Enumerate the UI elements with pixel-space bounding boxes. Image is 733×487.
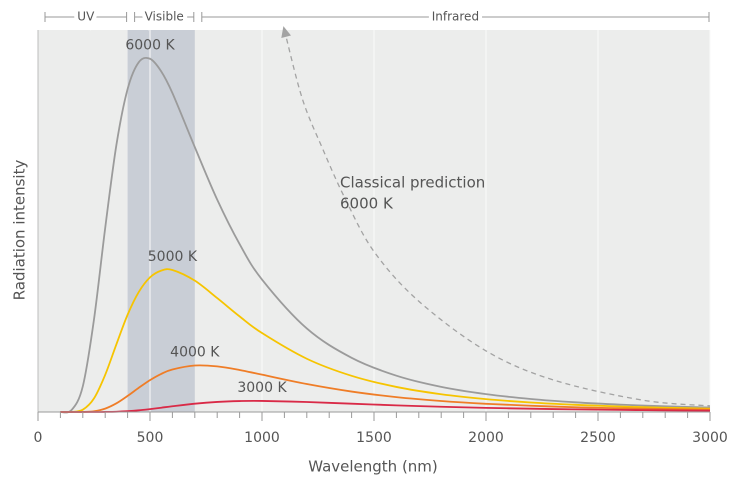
curve-labels: 6000 K 5000 K 4000 K 3000 K Classical predic…: [125, 38, 485, 396]
axis-ticks: 0 500 1000 1500 2000 2500 3000: [34, 412, 728, 446]
x-axis-label: Wavelength (nm): [308, 458, 438, 476]
arrow-head: [281, 26, 292, 39]
bands: [127, 30, 195, 412]
region-label: Infrared: [432, 10, 479, 24]
y-axis-label: Radiation intensity: [11, 160, 29, 301]
curve-label: Classical prediction: [340, 174, 485, 192]
x-tick-label: 1500: [356, 430, 392, 446]
x-tick-label: 2000: [468, 430, 504, 446]
curve-label: 3000 K: [237, 380, 287, 396]
region-label: Visible: [145, 10, 184, 24]
x-tick-label: 3000: [692, 430, 728, 446]
x-tick-label: 2500: [580, 430, 616, 446]
x-tick-label: 1000: [244, 430, 280, 446]
x-tick-label: 500: [137, 430, 164, 446]
visible-band: [127, 30, 195, 412]
curve-label: 4000 K: [170, 345, 220, 361]
curve-label: 5000 K: [148, 249, 198, 265]
planck-curve: [60, 268, 711, 414]
spectrum-regions: UV Visible Infrared: [44, 6, 710, 28]
x-tick-label: 0: [34, 430, 43, 446]
classical-curve: [283, 29, 711, 407]
region-label: UV: [77, 10, 95, 24]
curve-label: 6000 K: [340, 195, 394, 213]
planck-curve: [60, 364, 711, 413]
planck-curve: [60, 56, 711, 414]
curve-label: 6000 K: [125, 38, 175, 54]
